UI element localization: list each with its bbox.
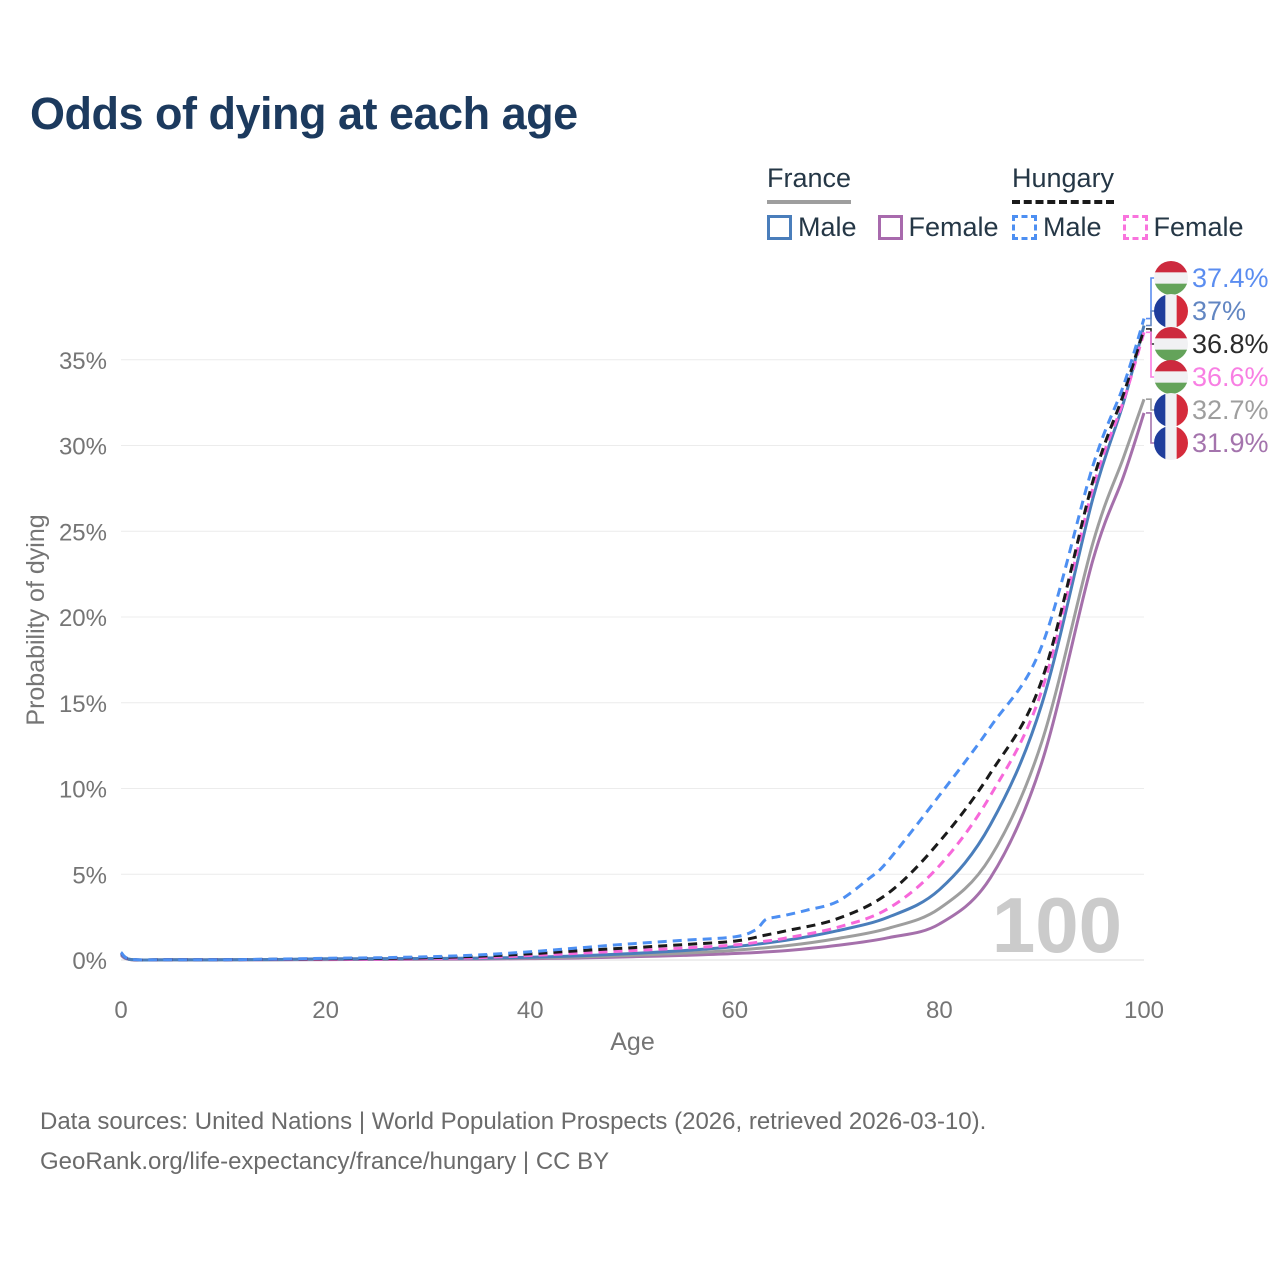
x-tick-label-20: 20 — [312, 997, 339, 1024]
end-label-value-hungary-total: 36.8% — [1192, 329, 1269, 359]
end-label-hungary-female: 36.6% — [1154, 360, 1269, 394]
end-label-connector-france-female — [1146, 412, 1155, 444]
series-line-hungary-female[interactable] — [119, 331, 1146, 962]
y-tick-label-25: 25% — [59, 519, 107, 546]
legend-swatch-france-female — [877, 215, 903, 240]
hungary-flag-icon — [1154, 261, 1188, 295]
end-label-value-france-female: 31.9% — [1192, 428, 1269, 458]
x-tick-label-60: 60 — [721, 997, 748, 1024]
y-tick-label-0: 0% — [72, 948, 107, 975]
y-tick-label-35: 35% — [59, 348, 107, 375]
legend-items-hungary: Male Female — [1012, 212, 1244, 243]
y-axis-title: Probability of dying — [22, 514, 50, 725]
end-label-connector-france-male — [1146, 310, 1155, 327]
legend-item-hungary-female[interactable]: Female — [1122, 212, 1244, 243]
end-label-hungary-total: 36.8% — [1154, 327, 1269, 361]
end-label-connector-france-total — [1146, 398, 1155, 411]
legend-item-france-female[interactable]: Female — [877, 212, 999, 243]
france-flag-icon — [1154, 294, 1188, 328]
legend-label-france-male: Male — [798, 212, 857, 242]
legend-label-hungary-male: Male — [1043, 212, 1102, 242]
legend-country-france: France — [767, 163, 852, 204]
age-counter-watermark: 100 — [992, 881, 1122, 969]
france-flag-icon — [1154, 393, 1188, 427]
y-tick-label-5: 5% — [72, 862, 107, 889]
end-label-connector-hungary-male — [1146, 277, 1155, 320]
x-tick-label-40: 40 — [517, 997, 544, 1024]
end-label-value-hungary-female: 36.6% — [1192, 362, 1269, 392]
legend-swatch-france-male — [767, 215, 792, 240]
end-label-value-hungary-male: 37.4% — [1192, 263, 1269, 293]
y-tick-label-15: 15% — [59, 691, 107, 718]
legend-label-france-female: Female — [908, 212, 999, 242]
y-tick-label-20: 20% — [59, 605, 107, 632]
legend-item-hungary-male[interactable]: Male — [1012, 212, 1102, 243]
end-label-hungary-male: 37.4% — [1154, 261, 1269, 295]
x-axis-title: Age — [610, 1028, 654, 1056]
end-label-value-france-total: 32.7% — [1192, 395, 1269, 425]
legend-country-hungary: Hungary — [1012, 163, 1115, 204]
end-label-value-france-male: 37% — [1192, 296, 1246, 326]
hungary-flag-icon — [1154, 360, 1188, 394]
end-label-france-male: 37% — [1154, 294, 1246, 328]
hungary-flag-icon — [1154, 327, 1188, 361]
legend-group-france: France Male Female — [767, 163, 999, 243]
legend-label-hungary-female: Female — [1153, 212, 1244, 242]
legend-swatch-hungary-female — [1122, 215, 1148, 240]
x-tick-label-0: 0 — [114, 997, 127, 1024]
x-tick-label-80: 80 — [926, 997, 953, 1024]
end-label-connector-hungary-female — [1146, 331, 1155, 378]
legend-group-hungary: Hungary Male Female — [1012, 163, 1244, 243]
series-line-france-female[interactable] — [120, 412, 1146, 962]
x-tick-label-100: 100 — [1124, 997, 1164, 1024]
y-tick-label-30: 30% — [59, 434, 107, 461]
legend-items-france: Male Female — [767, 212, 999, 243]
series-line-france-male[interactable] — [120, 325, 1146, 962]
end-label-france-total: 32.7% — [1154, 393, 1269, 427]
page-title: Odds of dying at each age — [30, 88, 578, 139]
end-label-france-female: 31.9% — [1154, 426, 1269, 460]
footer-sources: Data sources: United Nations | World Pop… — [40, 1108, 987, 1135]
footer-attribution: GeoRank.org/life-expectancy/france/hunga… — [40, 1148, 610, 1175]
series-line-hungary-male[interactable] — [119, 318, 1146, 962]
y-tick-label-10: 10% — [59, 777, 107, 804]
legend-item-france-male[interactable]: Male — [767, 212, 857, 243]
series-line-hungary-total[interactable] — [119, 328, 1146, 962]
france-flag-icon — [1154, 426, 1188, 460]
legend-swatch-hungary-male — [1012, 215, 1037, 240]
